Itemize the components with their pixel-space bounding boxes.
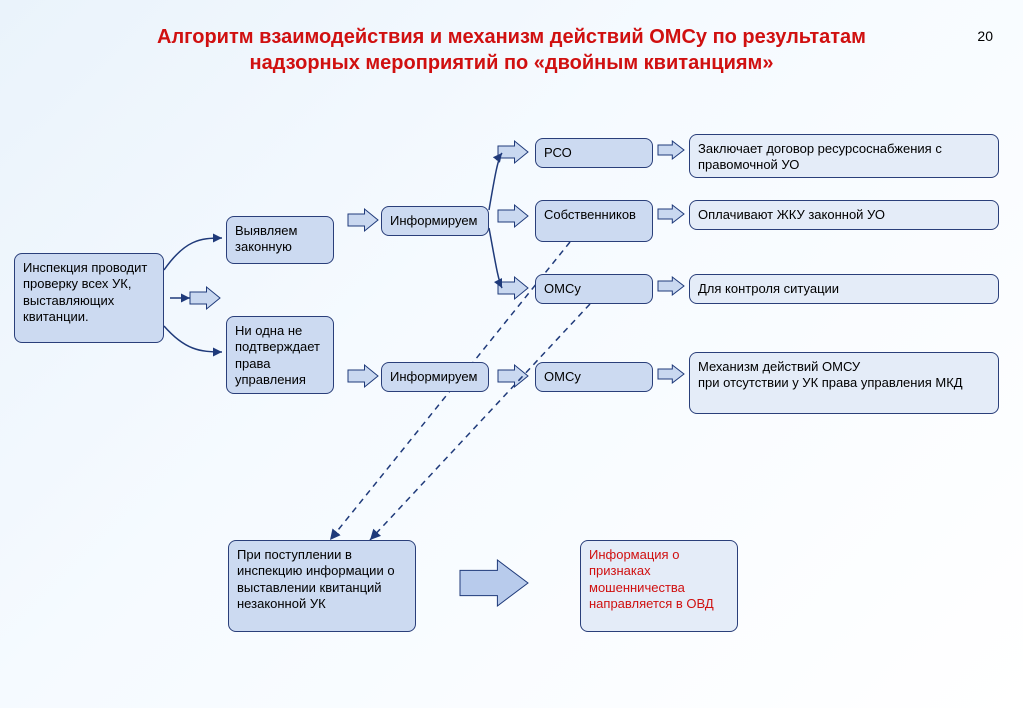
flowchart-node: РСО xyxy=(535,138,653,168)
flowchart-node: Оплачивают ЖКУ законной УО xyxy=(689,200,999,230)
block-arrow-icon xyxy=(658,277,684,295)
block-arrow-icon xyxy=(498,277,528,299)
flowchart-node: Инспекция проводит проверку всех УК, выс… xyxy=(14,253,164,343)
block-arrow-icon xyxy=(498,365,528,387)
block-arrow-icon xyxy=(658,365,684,383)
block-arrow-icon xyxy=(190,287,220,309)
node-label: Для контроля ситуации xyxy=(690,275,847,303)
flowchart-node: ОМСу xyxy=(535,362,653,392)
flowchart-node: Механизм действий ОМСУпри отсутствии у У… xyxy=(689,352,999,414)
flowchart-node: Выявляем законную xyxy=(226,216,334,264)
node-label: Ни одна не подтверждает права управления xyxy=(227,317,333,394)
node-label: РСО xyxy=(536,139,580,167)
flowchart-node: Информируем xyxy=(381,362,489,392)
block-arrow-icon xyxy=(498,141,528,163)
node-label: При поступлении в инспекцию информации о… xyxy=(229,541,415,618)
node-label: Собственников xyxy=(536,201,644,229)
node-label: ОМСу xyxy=(536,275,589,303)
connector-line xyxy=(489,228,502,288)
node-label: Механизм действий ОМСУпри отсутствии у У… xyxy=(690,353,971,398)
title-line-1: Алгоритм взаимодействия и механизм дейст… xyxy=(157,26,866,48)
node-label: Оплачивают ЖКУ законной УО xyxy=(690,201,893,229)
flowchart-node: Ни одна не подтверждает права управления xyxy=(226,316,334,394)
block-arrow-icon xyxy=(348,365,378,387)
flowchart-node: При поступлении в инспекцию информации о… xyxy=(228,540,416,632)
connector-line xyxy=(489,153,502,210)
flowchart-node: ОМСу xyxy=(535,274,653,304)
connector-line xyxy=(164,238,222,270)
block-arrow-icon xyxy=(658,141,684,159)
block-arrow-icon xyxy=(498,205,528,227)
node-label: ОМСу xyxy=(536,363,589,391)
flowchart-node: Заключает договор ресурсоснабжения с пра… xyxy=(689,134,999,178)
node-label: Информируем xyxy=(382,363,485,391)
node-label: Информируем xyxy=(382,207,485,235)
flowchart-node: Информация о признаках мошенничества нап… xyxy=(580,540,738,632)
flowchart-node: Собственников xyxy=(535,200,653,242)
node-label: Инспекция проводит проверку всех УК, выс… xyxy=(15,254,163,331)
flowchart-node: Для контроля ситуации xyxy=(689,274,999,304)
slide-title: Алгоритм взаимодействия и механизм дейст… xyxy=(0,24,1023,76)
connector-line xyxy=(164,326,222,352)
node-label: Заключает договор ресурсоснабжения с пра… xyxy=(690,135,998,180)
title-line-2: надзорных мероприятий по «двойным квитан… xyxy=(250,52,774,74)
dashed-connector xyxy=(370,304,590,540)
node-label: Выявляем законную xyxy=(227,217,333,262)
block-arrow-icon xyxy=(460,560,528,606)
flowchart-node: Информируем xyxy=(381,206,489,236)
block-arrow-icon xyxy=(348,209,378,231)
node-label: Информация о признаках мошенничества нап… xyxy=(581,541,737,618)
block-arrow-icon xyxy=(658,205,684,223)
